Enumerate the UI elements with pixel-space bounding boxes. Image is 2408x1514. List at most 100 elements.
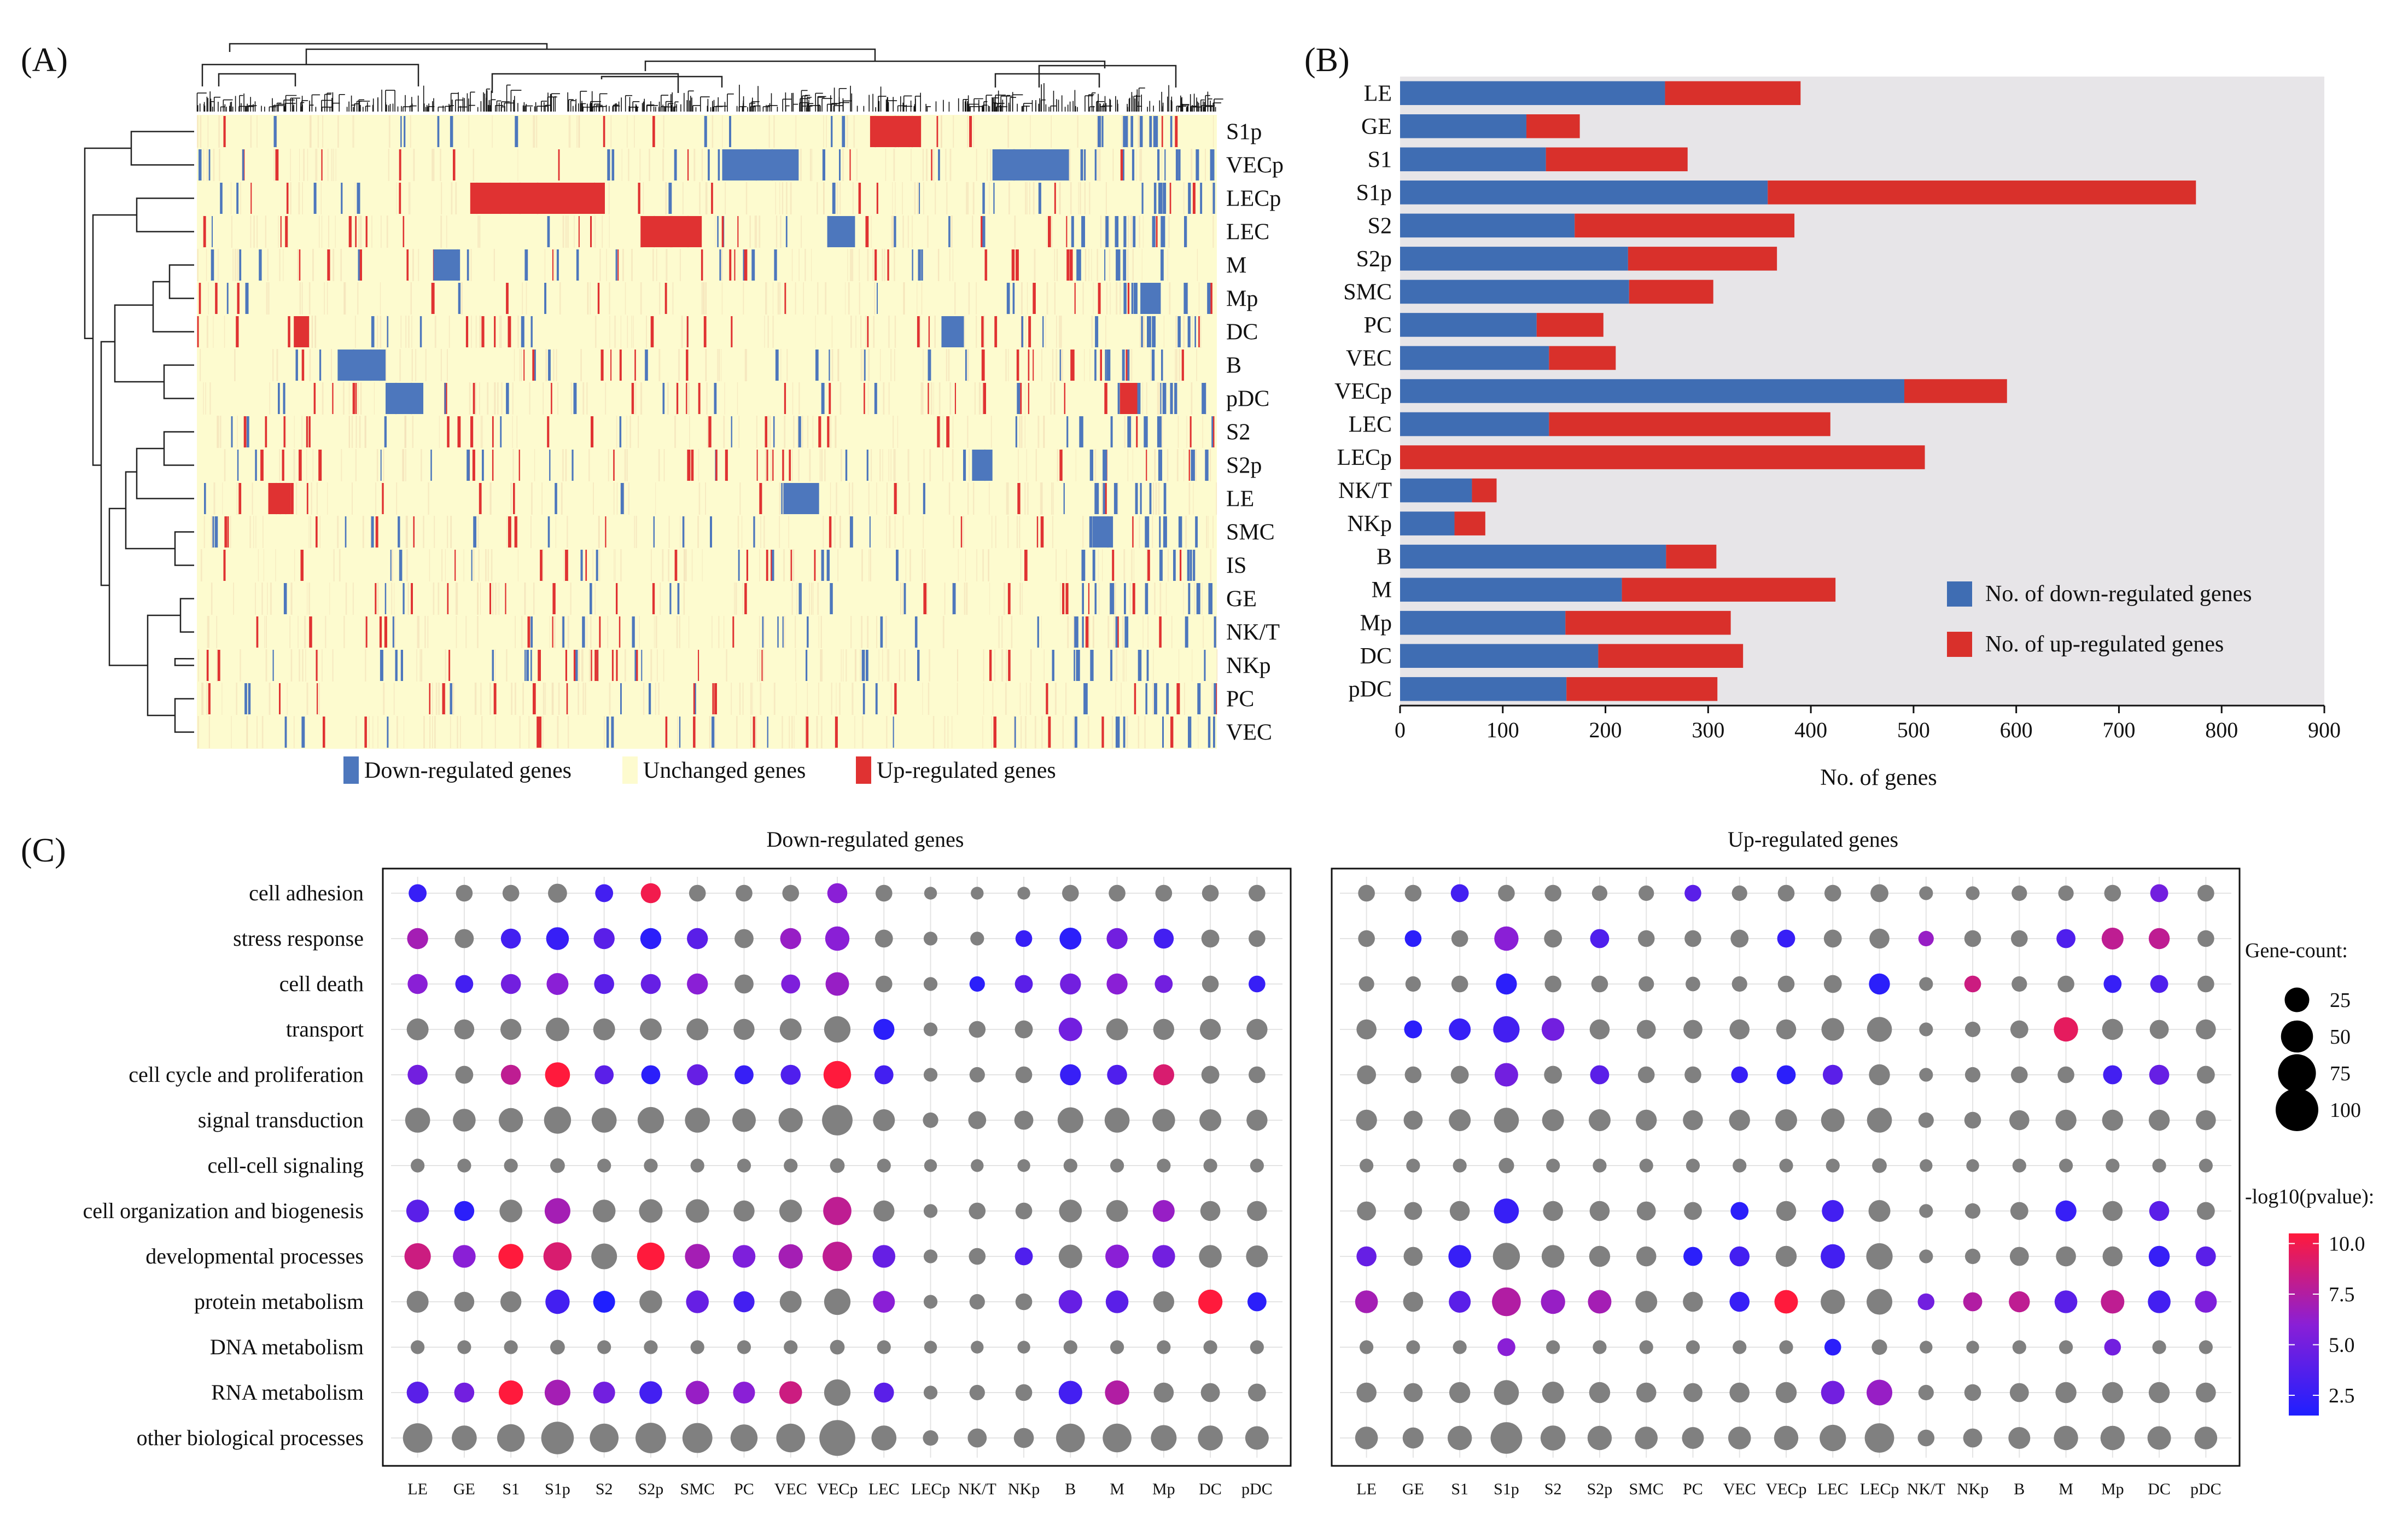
heatmap-down-stripe <box>371 316 375 347</box>
dot <box>594 1065 614 1085</box>
heatmap-texture-stripe <box>990 416 992 448</box>
heatmap-texture-stripe <box>859 249 860 281</box>
heatmap-texture-stripe <box>757 649 758 682</box>
dot <box>1683 1383 1702 1402</box>
dot <box>873 1109 895 1131</box>
heatmap-texture-stripe <box>526 282 527 315</box>
dot <box>1684 1066 1701 1084</box>
heatmap-texture-stripe <box>290 149 291 181</box>
heatmap-texture-stripe <box>723 416 725 448</box>
heatmap-texture-stripe <box>912 216 913 248</box>
heatmap-down-stripe <box>767 717 768 748</box>
heatmap-block <box>827 216 855 247</box>
heatmap-texture-stripe <box>782 716 783 748</box>
heatmap-texture-stripe <box>297 249 298 281</box>
heatmap-down-stripe <box>611 149 615 180</box>
heatmap-down-stripe <box>826 550 830 581</box>
heatmap-texture-stripe <box>294 549 295 581</box>
heatmap-up-stripe <box>652 116 655 147</box>
dot <box>1200 1383 1220 1402</box>
heatmap-texture-stripe <box>322 649 323 682</box>
bar-up <box>1629 279 1713 304</box>
heatmap-texture-stripe <box>475 316 477 348</box>
heatmap-down-stripe <box>549 450 551 481</box>
heatmap-texture-stripe <box>798 249 800 281</box>
bar-legend-label-up: No. of up-regulated genes <box>1985 632 2224 657</box>
dot <box>597 1158 611 1173</box>
dot <box>550 1158 565 1173</box>
heatmap-down-stripe <box>821 550 824 581</box>
dot <box>1106 928 1128 950</box>
dot <box>411 1340 425 1354</box>
heatmap-texture-stripe <box>562 449 564 481</box>
dot <box>730 1424 758 1452</box>
heatmap-texture-stripe <box>501 382 503 415</box>
dot <box>923 1385 938 1400</box>
dot <box>1153 1291 1175 1313</box>
heatmap-texture-stripe <box>1024 482 1026 515</box>
dot <box>2100 1425 2125 1451</box>
heatmap-texture-stripe <box>954 282 956 315</box>
heatmap-texture-stripe <box>655 616 657 648</box>
heatmap-texture-stripe <box>1113 616 1115 648</box>
heatmap-texture-stripe <box>816 716 818 748</box>
heatmap-grid <box>197 115 1218 749</box>
dot-x-label: LE <box>1356 1480 1377 1498</box>
heatmap-texture-stripe <box>803 282 804 315</box>
heatmap-texture-stripe <box>1138 115 1140 148</box>
heatmap-up-stripe <box>413 516 415 548</box>
dot-x-label: PC <box>734 1480 754 1498</box>
dot <box>822 1105 853 1136</box>
heatmap-down-stripe <box>1151 350 1155 381</box>
dot <box>924 1341 937 1354</box>
bar-down <box>1400 81 1665 106</box>
heatmap-down-stripe <box>1089 516 1093 548</box>
heatmap-up-stripe <box>1127 283 1130 314</box>
dot <box>2149 1064 2170 1085</box>
heatmap-texture-stripe <box>754 216 756 248</box>
heatmap-texture-stripe <box>253 516 254 548</box>
heatmap-block <box>870 116 922 147</box>
heatmap-texture-stripe <box>206 316 208 348</box>
heatmap-down-stripe <box>403 583 405 614</box>
heatmap-texture-stripe <box>643 683 645 715</box>
heatmap-texture-stripe <box>438 583 440 615</box>
heatmap-texture-stripe <box>1203 616 1204 648</box>
heatmap-up-stripe <box>431 283 435 314</box>
heatmap-down-stripe <box>471 550 473 581</box>
heatmap-down-stripe <box>894 216 896 247</box>
dot <box>1777 975 1795 993</box>
heatmap-texture-stripe <box>663 449 665 481</box>
heatmap-texture-stripe <box>362 516 364 548</box>
heatmap-texture-stripe <box>817 583 819 615</box>
heatmap-down-stripe <box>1122 350 1125 381</box>
heatmap-up-stripe <box>265 416 267 447</box>
dot <box>1822 1064 1843 1085</box>
heatmap-texture-stripe <box>967 482 969 515</box>
dot <box>1062 884 1079 902</box>
dot <box>873 1382 894 1403</box>
heatmap-texture-stripe <box>1093 616 1094 648</box>
heatmap-texture-stripe <box>1085 249 1087 281</box>
heatmap-texture-stripe <box>1097 115 1098 148</box>
dot <box>1360 1340 1374 1354</box>
heatmap-up-stripe <box>1028 350 1030 381</box>
heatmap-texture-stripe <box>411 349 413 381</box>
dot <box>1729 1246 1750 1267</box>
heatmap-down-stripe <box>632 616 635 648</box>
heatmap-texture-stripe <box>798 382 800 415</box>
heatmap-texture-stripe <box>1016 516 1018 548</box>
heatmap-texture-stripe <box>474 683 476 715</box>
heatmap-texture-stripe <box>287 683 288 715</box>
bar-down <box>1400 578 1622 602</box>
heatmap-up-stripe <box>894 683 897 714</box>
heatmap-texture-stripe <box>424 616 426 648</box>
bar-down <box>1400 677 1567 701</box>
heatmap-texture-stripe <box>1062 716 1064 748</box>
heatmap-up-stripe <box>578 216 580 247</box>
heatmap-texture-stripe <box>634 516 635 548</box>
heatmap-down-stripe <box>548 350 551 381</box>
heatmap-row-label: S2 <box>1226 420 1250 445</box>
heatmap-texture-stripe <box>874 282 876 315</box>
heatmap-down-stripe <box>244 683 247 714</box>
